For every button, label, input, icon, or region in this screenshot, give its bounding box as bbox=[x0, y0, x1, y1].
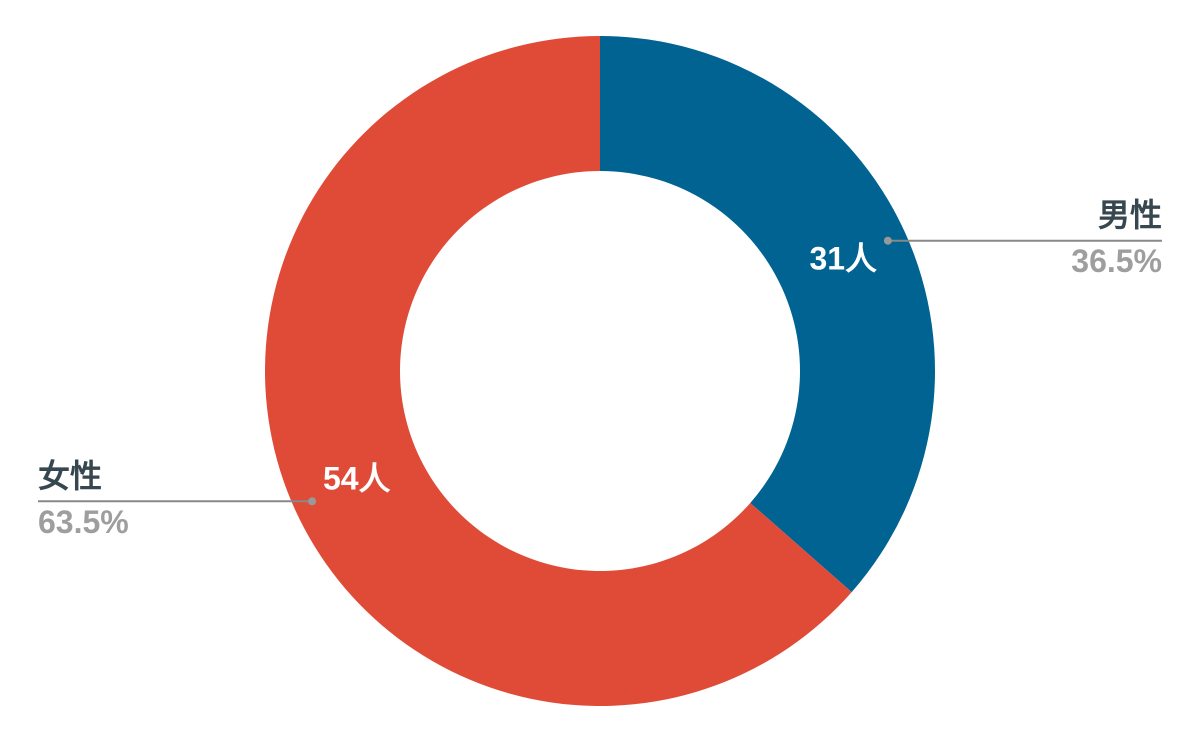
category-label: 女性 bbox=[38, 458, 102, 494]
percent-label: 63.5% bbox=[38, 504, 129, 540]
value-label: 54人 bbox=[323, 461, 391, 497]
percent-label: 36.5% bbox=[1071, 243, 1162, 279]
leader-dot bbox=[883, 236, 892, 245]
donut-slice bbox=[265, 36, 852, 706]
value-label: 31人 bbox=[809, 240, 877, 276]
leader-dot bbox=[308, 497, 317, 506]
category-label: 男性 bbox=[1098, 197, 1162, 233]
donut-slice bbox=[600, 36, 935, 593]
